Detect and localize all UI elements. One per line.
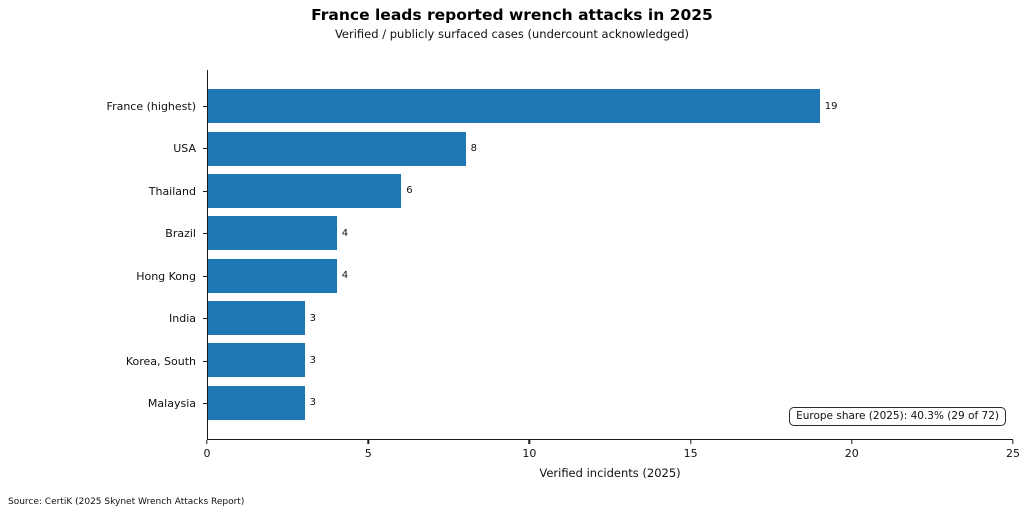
- y-category-row: USA: [0, 128, 207, 171]
- y-category-label: Hong Kong: [136, 269, 196, 283]
- x-tick-label: 20: [844, 446, 859, 460]
- y-category-row: Hong Kong: [0, 255, 207, 298]
- bar-row: 19: [208, 85, 1013, 127]
- x-tick-mark: [689, 439, 692, 444]
- bar: [208, 216, 337, 251]
- x-tick-mark: [1012, 439, 1014, 444]
- x-axis-ticks: 0 5 10 15 20 25: [203, 439, 1020, 469]
- bar-row: 3: [208, 382, 1013, 424]
- x-tick-label: 5: [364, 446, 372, 460]
- bar: [208, 343, 305, 378]
- y-tick-mark: [203, 275, 207, 277]
- bar-value-label: 3: [309, 312, 316, 324]
- y-category-row: India: [0, 298, 207, 341]
- y-category-label: Brazil: [165, 227, 196, 241]
- bar-row: 6: [208, 170, 1013, 212]
- x-tick-mark: [528, 439, 531, 444]
- bar: [208, 131, 466, 166]
- y-category-label: Korea, South: [125, 354, 196, 368]
- x-axis-label: Verified incidents (2025): [539, 466, 681, 480]
- bar: [208, 173, 402, 208]
- y-tick-mark: [203, 190, 207, 192]
- y-category-label: France (highest): [106, 99, 196, 113]
- y-category-row: Korea, South: [0, 340, 207, 383]
- bar-value-label: 19: [824, 100, 838, 112]
- bar-value-label: 6: [406, 185, 413, 197]
- bar: [208, 258, 337, 293]
- x-tick-mark: [206, 439, 208, 444]
- x-tick-label: 10: [522, 446, 537, 460]
- y-tick-mark: [203, 105, 207, 107]
- y-tick-mark: [203, 233, 207, 235]
- x-tick-mark: [367, 439, 369, 444]
- bar-row: 4: [208, 255, 1013, 297]
- y-category-label: Thailand: [148, 184, 196, 198]
- y-tick-mark: [203, 318, 207, 320]
- bar: [208, 89, 820, 124]
- y-category-label: Malaysia: [147, 397, 196, 411]
- y-tick-mark: [203, 148, 207, 150]
- bar-value-label: 4: [341, 270, 349, 282]
- bar-row: 8: [208, 127, 1013, 169]
- bar-value-label: 3: [309, 354, 316, 366]
- bar-row: 3: [208, 297, 1013, 339]
- x-tick-label: 25: [1006, 446, 1020, 460]
- plot-area: 19 8 6 4 4 3 3 3 Europe share (2025): 40.3% (29…: [207, 70, 1013, 440]
- y-tick-mark: [203, 403, 207, 405]
- x-tick-label: 0: [203, 446, 211, 460]
- bar-row: 4: [208, 212, 1013, 254]
- y-category-row: Brazil: [0, 213, 207, 256]
- annotation-box: Europe share (2025): 40.3% (29 of 72): [789, 407, 1006, 426]
- source-note: Source: CertiK (2025 Skynet Wrench Attac…: [8, 497, 245, 507]
- bar-value-label: 3: [309, 397, 316, 409]
- y-category-label: USA: [173, 142, 196, 156]
- chart-title: France leads reported wrench attacks in …: [311, 6, 713, 24]
- y-axis-labels: France (highest) USA Thailand Brazil Hong Ko…: [0, 70, 207, 440]
- x-tick-label: 15: [683, 446, 698, 460]
- bar-value-label: 4: [341, 227, 349, 239]
- y-tick-mark: [203, 360, 207, 362]
- chart-subtitle: Verified / publicly surfaced cases (unde…: [334, 27, 690, 41]
- y-category-label: India: [169, 312, 196, 326]
- x-tick-mark: [851, 439, 853, 444]
- y-category-row: Malaysia: [0, 383, 207, 426]
- bar-value-label: 8: [470, 143, 477, 155]
- y-category-row: Thailand: [0, 170, 207, 213]
- bar: [208, 385, 305, 420]
- bar-rows: 19 8 6 4 4 3 3 3: [208, 70, 1013, 439]
- bar: [208, 301, 305, 335]
- y-category-row: France (highest): [0, 85, 207, 128]
- bar-row: 3: [208, 339, 1013, 381]
